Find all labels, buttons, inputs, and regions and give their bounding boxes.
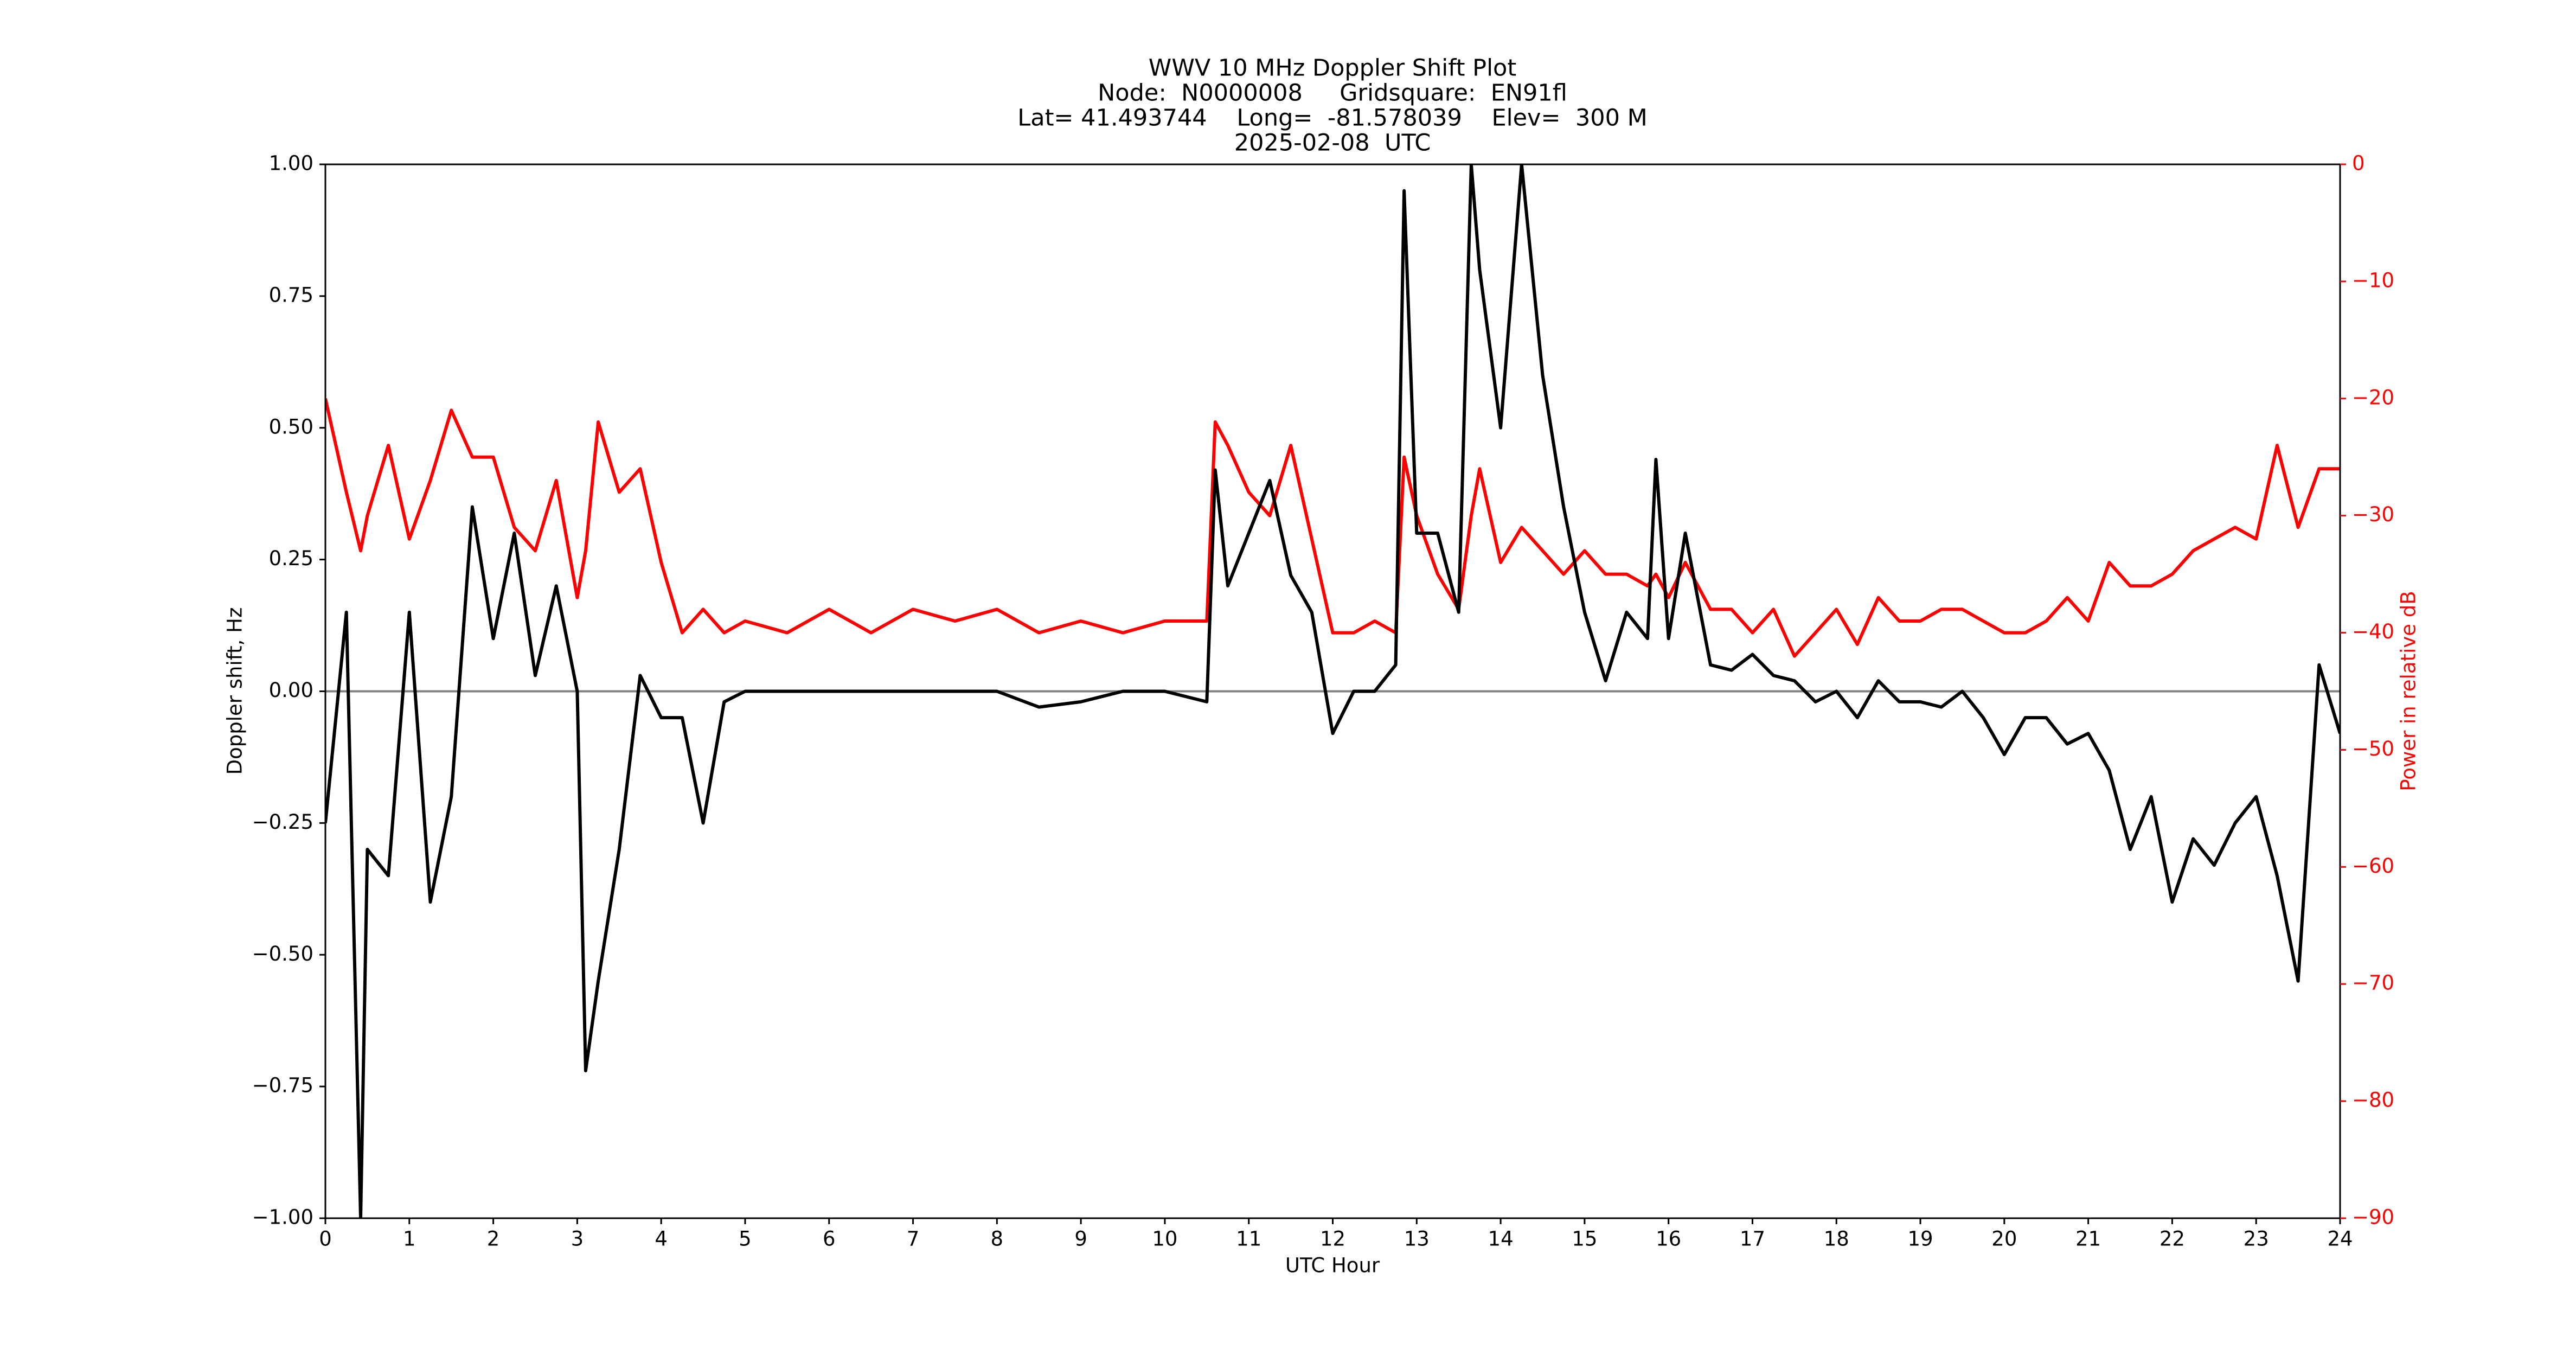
x-tick-label: 9 xyxy=(1074,1227,1087,1251)
x-tick-label: 23 xyxy=(2244,1227,2269,1251)
data-line xyxy=(325,164,2340,1218)
x-tick-label: 10 xyxy=(1152,1227,1177,1251)
x-tick-label: 21 xyxy=(2075,1227,2101,1251)
y-tick-label: −0.75 xyxy=(252,1074,313,1097)
y-tick-label: 1.00 xyxy=(269,152,313,175)
y2-tick-label: −10 xyxy=(2352,268,2394,292)
x-tick-label: 16 xyxy=(1656,1227,1681,1251)
x-tick-label: 5 xyxy=(739,1227,752,1251)
y2-tick-label: −30 xyxy=(2352,503,2394,526)
y2-tick-label: −20 xyxy=(2352,386,2394,409)
y-tick-label: 0.75 xyxy=(269,283,313,306)
y-tick-label: −0.50 xyxy=(252,942,313,965)
x-tick-label: 1 xyxy=(403,1227,416,1251)
chart-title: WWV 10 MHz Doppler Shift Plot xyxy=(1149,55,1516,82)
x-tick-label: 2 xyxy=(487,1227,500,1251)
chart-subtitle: 2025-02-08 UTC xyxy=(1234,130,1431,157)
data-line xyxy=(325,398,2340,658)
chart-subtitle: Lat= 41.493744 Long= -81.578039 Elev= 30… xyxy=(1017,105,1647,132)
y-tick-label: 0.25 xyxy=(269,547,313,570)
y-tick-label: 0.50 xyxy=(269,415,313,438)
y2-tick-label: −40 xyxy=(2352,620,2394,643)
y2-tick-label: −90 xyxy=(2352,1206,2394,1229)
x-tick-label: 18 xyxy=(1824,1227,1849,1251)
chart-subtitle: Node: N0000008 Gridsquare: EN91fl xyxy=(1098,80,1567,107)
x-axis-label: UTC Hour xyxy=(1285,1254,1380,1277)
x-tick-label: 19 xyxy=(1907,1227,1933,1251)
y2-tick-label: −60 xyxy=(2352,854,2394,878)
x-tick-label: 8 xyxy=(991,1227,1004,1251)
y-tick-label: 0.00 xyxy=(269,679,313,702)
x-tick-label: 4 xyxy=(655,1227,668,1251)
x-tick-label: 7 xyxy=(907,1227,920,1251)
x-tick-label: 20 xyxy=(1991,1227,2017,1251)
x-tick-label: 17 xyxy=(1740,1227,1765,1251)
y2-tick-label: −50 xyxy=(2352,737,2394,760)
y2-tick-label: 0 xyxy=(2352,152,2365,175)
x-tick-label: 11 xyxy=(1236,1227,1261,1251)
x-tick-label: 12 xyxy=(1320,1227,1345,1251)
x-tick-label: 0 xyxy=(319,1227,332,1251)
y2-tick-label: −70 xyxy=(2352,971,2394,995)
y2-tick-label: −80 xyxy=(2352,1089,2394,1112)
y-tick-label: −1.00 xyxy=(252,1206,313,1229)
x-tick-label: 6 xyxy=(823,1227,836,1251)
x-tick-label: 24 xyxy=(2327,1227,2353,1251)
y-axis-label: Doppler shift, Hz xyxy=(223,607,247,775)
x-tick-label: 3 xyxy=(571,1227,584,1251)
x-tick-label: 15 xyxy=(1572,1227,1597,1251)
x-tick-label: 14 xyxy=(1488,1227,1514,1251)
y2-axis-label: Power in relative dB xyxy=(2397,591,2420,791)
x-tick-label: 13 xyxy=(1404,1227,1430,1251)
x-tick-label: 22 xyxy=(2160,1227,2185,1251)
y-tick-label: −0.25 xyxy=(252,810,313,834)
